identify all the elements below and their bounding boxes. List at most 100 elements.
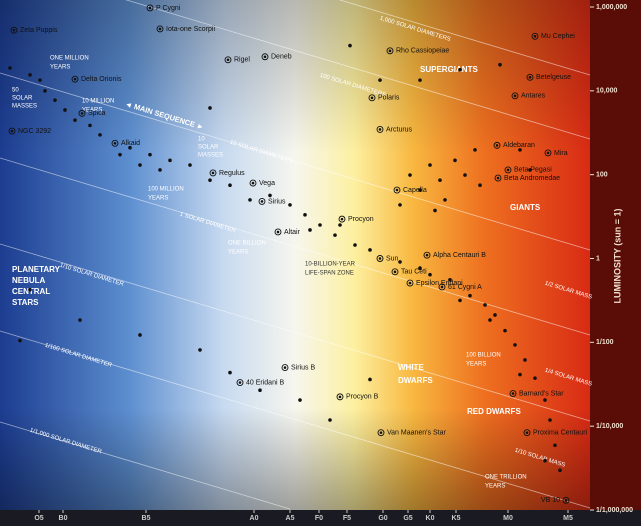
x-tick-label: M0 bbox=[503, 515, 513, 522]
star-dot bbox=[443, 198, 447, 202]
star-label: Spica bbox=[88, 110, 106, 117]
star-dot bbox=[503, 328, 507, 333]
star-label: Capella bbox=[403, 187, 427, 194]
annotation: CENTRAL bbox=[12, 287, 50, 296]
star-dot bbox=[8, 66, 12, 70]
annotation: 50 bbox=[12, 88, 19, 94]
star-dot bbox=[98, 133, 102, 137]
x-tick-label: M5 bbox=[563, 515, 573, 522]
star-label: Procyon bbox=[348, 216, 374, 223]
star-dot bbox=[543, 458, 547, 463]
annotation: YEARS bbox=[82, 108, 102, 114]
star-label: Sun bbox=[386, 255, 399, 262]
star-dot bbox=[128, 145, 132, 150]
annotation: PLANETARY bbox=[12, 265, 61, 274]
annotation: SOLAR bbox=[198, 145, 219, 151]
star-label: Iota-one Scorpii bbox=[166, 26, 215, 33]
named-star bbox=[525, 431, 529, 434]
star-dot bbox=[418, 266, 422, 270]
named-star bbox=[378, 257, 382, 260]
star-dot bbox=[473, 148, 477, 152]
named-star-ring bbox=[111, 139, 119, 147]
named-star bbox=[408, 281, 412, 285]
star-label: Zeta Puppis bbox=[20, 27, 58, 34]
y-tick-label: 1,000,000 bbox=[596, 4, 627, 11]
star-dot bbox=[548, 418, 552, 422]
y-tick-label: 1/1,000,000 bbox=[596, 507, 633, 514]
annotation: MASSES bbox=[12, 104, 37, 110]
star-label: Arcturus bbox=[386, 126, 413, 133]
star-label: Beta Andromedae bbox=[504, 175, 560, 182]
named-star bbox=[425, 253, 429, 257]
star-dot bbox=[338, 223, 342, 227]
named-star-ring bbox=[438, 283, 446, 291]
star-dot bbox=[28, 287, 32, 292]
star-dot bbox=[228, 183, 232, 188]
annotation: GIANTS bbox=[510, 203, 541, 212]
y-tick-label: 1/10,000 bbox=[596, 423, 623, 430]
x-tick-label: G5 bbox=[403, 515, 412, 522]
x-tick-label: G0 bbox=[378, 515, 387, 522]
star-dot bbox=[158, 168, 162, 172]
star-label: 61 Cygni A bbox=[448, 284, 482, 291]
named-star bbox=[379, 431, 383, 434]
star-dot bbox=[88, 123, 92, 128]
star-dot bbox=[543, 398, 547, 402]
star-dot bbox=[448, 278, 452, 282]
diameter-lines bbox=[0, 0, 591, 510]
star-dot bbox=[43, 89, 47, 93]
star-label: Mira bbox=[554, 150, 568, 157]
star-dot bbox=[188, 163, 192, 167]
named-star-ring bbox=[261, 53, 269, 61]
star-label: Altair bbox=[284, 229, 301, 236]
star-dot bbox=[418, 188, 422, 192]
star-label: Beta Pegasi bbox=[514, 167, 552, 174]
annotation: DWARFS bbox=[398, 376, 433, 385]
star-label: VB 10 bbox=[541, 497, 560, 504]
star-dot bbox=[308, 228, 312, 232]
diameter-line bbox=[0, 421, 291, 510]
annotation: NEBULA bbox=[12, 276, 46, 285]
named-star bbox=[73, 77, 77, 81]
star-label: Tau Ceti bbox=[401, 269, 427, 276]
star-label: Mu Cephei bbox=[541, 33, 575, 40]
annotation: 10-BILLION-YEAR bbox=[305, 262, 356, 268]
star-dot bbox=[558, 468, 562, 473]
named-star-ring bbox=[236, 379, 244, 386]
named-star-ring bbox=[249, 179, 257, 187]
annotation: YEARS bbox=[485, 484, 505, 490]
star-dot bbox=[258, 388, 262, 393]
star-label: Sirius B bbox=[291, 364, 315, 371]
named-star bbox=[260, 200, 264, 203]
star-label: Aldebaran bbox=[503, 142, 535, 149]
named-star bbox=[370, 96, 374, 100]
star-dot bbox=[53, 98, 57, 102]
star-dot bbox=[248, 198, 252, 202]
named-star bbox=[495, 144, 499, 147]
named-star-ring bbox=[78, 109, 86, 117]
annotation: ONE MILLION bbox=[50, 56, 89, 62]
star-dot bbox=[63, 108, 67, 112]
x-tick-label: B0 bbox=[59, 515, 68, 522]
star-label: P Cygni bbox=[156, 5, 181, 12]
named-star bbox=[283, 366, 287, 369]
star-dot bbox=[168, 158, 172, 163]
named-star bbox=[80, 112, 84, 115]
named-star bbox=[211, 171, 215, 175]
star-dot bbox=[208, 106, 212, 110]
named-star-ring bbox=[494, 174, 502, 182]
star-dot bbox=[368, 248, 372, 252]
named-star bbox=[10, 129, 14, 133]
annotation: MASSES bbox=[198, 153, 223, 159]
star-dot bbox=[428, 272, 432, 277]
named-star-ring bbox=[209, 169, 217, 177]
x-tick-label: A5 bbox=[286, 515, 295, 522]
star-dot bbox=[458, 67, 462, 72]
named-star-ring bbox=[504, 166, 512, 174]
named-star bbox=[113, 142, 117, 145]
star-dot bbox=[478, 183, 482, 188]
named-star bbox=[263, 55, 267, 59]
star-dot bbox=[353, 243, 357, 247]
star-dot bbox=[138, 163, 142, 167]
star-label: Sirius bbox=[268, 198, 286, 205]
